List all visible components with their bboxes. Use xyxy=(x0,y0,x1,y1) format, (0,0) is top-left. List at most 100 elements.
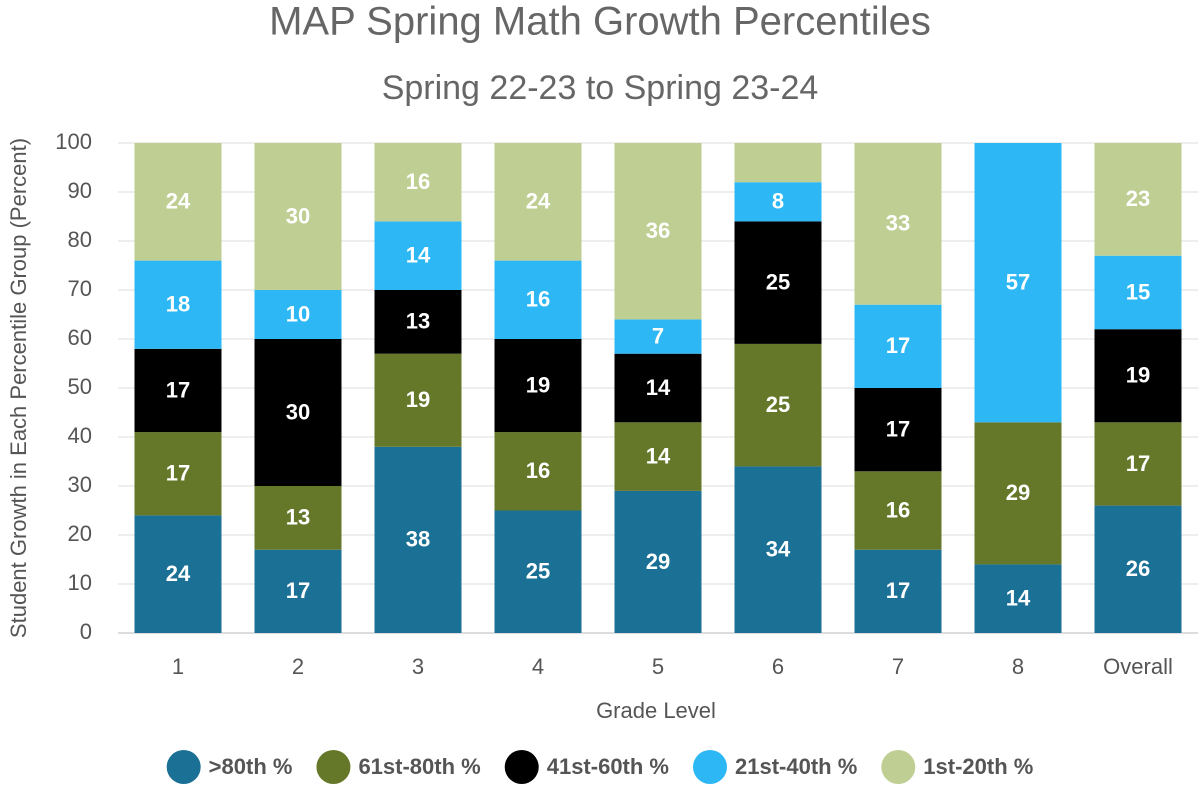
bar-segment xyxy=(1094,329,1182,423)
x-tick-label: Overall xyxy=(1103,654,1173,679)
bar-segment xyxy=(854,549,942,633)
data-label: 19 xyxy=(1126,363,1150,388)
legend-label: 61st-80th % xyxy=(358,754,480,779)
data-label: 29 xyxy=(1006,480,1030,505)
y-tick-label: 20 xyxy=(68,521,92,546)
data-label: 14 xyxy=(646,443,671,468)
data-label: 14 xyxy=(1006,586,1031,611)
bar-segment xyxy=(494,432,582,511)
x-axis-title: Grade Level xyxy=(596,698,716,723)
chart-subtitle: Spring 22-23 to Spring 23-24 xyxy=(382,69,819,107)
y-tick-label: 40 xyxy=(68,423,92,448)
data-label: 26 xyxy=(1126,556,1150,581)
y-tick-label: 30 xyxy=(68,472,92,497)
legend-marker xyxy=(166,750,201,784)
data-label: 16 xyxy=(526,287,550,312)
chart-title: MAP Spring Math Growth Percentiles xyxy=(269,0,931,44)
bar-segment xyxy=(974,422,1062,565)
data-label: 29 xyxy=(646,549,670,574)
data-label: 17 xyxy=(286,578,310,603)
data-label: 17 xyxy=(1126,451,1150,476)
y-tick-label: 50 xyxy=(68,374,92,399)
bar-segment xyxy=(374,353,462,447)
data-label: 7 xyxy=(652,323,664,348)
data-label: 30 xyxy=(286,203,310,228)
legend-label: 1st-20th % xyxy=(923,754,1033,779)
bar-segment xyxy=(494,510,582,633)
y-tick-label: 0 xyxy=(80,619,92,644)
bar-segment xyxy=(734,466,822,633)
data-label: 25 xyxy=(526,559,550,584)
x-tick-label: 4 xyxy=(532,654,544,679)
legend-label: 21st-40th % xyxy=(735,754,857,779)
x-tick-label: 7 xyxy=(892,654,904,679)
bar-segment xyxy=(374,446,462,633)
bar-segment xyxy=(734,343,822,467)
data-label: 36 xyxy=(646,218,670,243)
data-label: 18 xyxy=(166,292,190,317)
bar-segment xyxy=(1094,255,1182,330)
data-label: 38 xyxy=(406,527,430,552)
x-tick-label: 2 xyxy=(292,654,304,679)
bar-segment xyxy=(494,260,582,339)
bar-segment xyxy=(134,432,222,516)
data-label: 19 xyxy=(406,387,430,412)
bar-segment xyxy=(254,486,342,550)
y-tick-label: 70 xyxy=(68,276,92,301)
data-label: 15 xyxy=(1126,279,1150,304)
legend-item: >80th % xyxy=(166,750,293,784)
bar-segment xyxy=(134,515,222,633)
data-label: 14 xyxy=(406,243,431,268)
legend-item: 41st-60th % xyxy=(504,750,669,784)
legend-label: 41st-60th % xyxy=(547,754,669,779)
y-tick-label: 10 xyxy=(68,570,92,595)
bar-segment xyxy=(974,143,1062,423)
legend-marker xyxy=(693,750,727,784)
data-label: 25 xyxy=(766,269,790,294)
bar-segment xyxy=(614,353,702,423)
bar-segment xyxy=(374,290,462,354)
bar-segment xyxy=(854,143,942,305)
bar-segment xyxy=(614,319,702,354)
data-label: 57 xyxy=(1006,269,1030,294)
data-label: 17 xyxy=(166,377,190,402)
y-axis-title: Student Growth in Each Percentile Group … xyxy=(6,138,31,638)
bar-segment xyxy=(254,290,342,339)
data-label: 16 xyxy=(406,169,430,194)
y-tick-label: 60 xyxy=(68,325,92,350)
legend-label: >80th % xyxy=(209,754,293,779)
data-label: 17 xyxy=(886,578,910,603)
legend-item: 1st-20th % xyxy=(881,750,1033,784)
bar-segment xyxy=(734,221,822,344)
bar-segment xyxy=(614,422,702,491)
data-label: 16 xyxy=(886,497,910,522)
x-tick-label: 6 xyxy=(772,654,784,679)
data-label: 17 xyxy=(886,333,910,358)
data-label: 23 xyxy=(1126,186,1150,211)
data-label: 25 xyxy=(766,392,790,417)
x-tick-label: 8 xyxy=(1012,654,1024,679)
y-tick-label: 100 xyxy=(55,129,92,154)
bar-segment xyxy=(134,143,222,261)
bar-segment xyxy=(1094,422,1182,506)
x-tick-label: 1 xyxy=(172,654,184,679)
data-label: 13 xyxy=(406,309,430,334)
bar-segment xyxy=(374,143,462,222)
data-label: 24 xyxy=(166,189,191,214)
x-tick-label: 3 xyxy=(412,654,424,679)
y-tick-label: 90 xyxy=(68,178,92,203)
bar-segment xyxy=(494,143,582,261)
bar-segment xyxy=(854,388,942,472)
bar-segment xyxy=(734,182,822,222)
legend-marker xyxy=(504,750,539,784)
bar-segment xyxy=(254,339,342,486)
legend-item: 61st-80th % xyxy=(316,750,481,784)
data-label: 24 xyxy=(526,189,551,214)
bar-segment xyxy=(854,471,942,550)
bar-segment xyxy=(614,143,702,320)
data-label: 10 xyxy=(286,301,310,326)
x-tick-label: 5 xyxy=(652,654,664,679)
bar-segment xyxy=(974,564,1062,633)
data-label: 24 xyxy=(166,561,191,586)
